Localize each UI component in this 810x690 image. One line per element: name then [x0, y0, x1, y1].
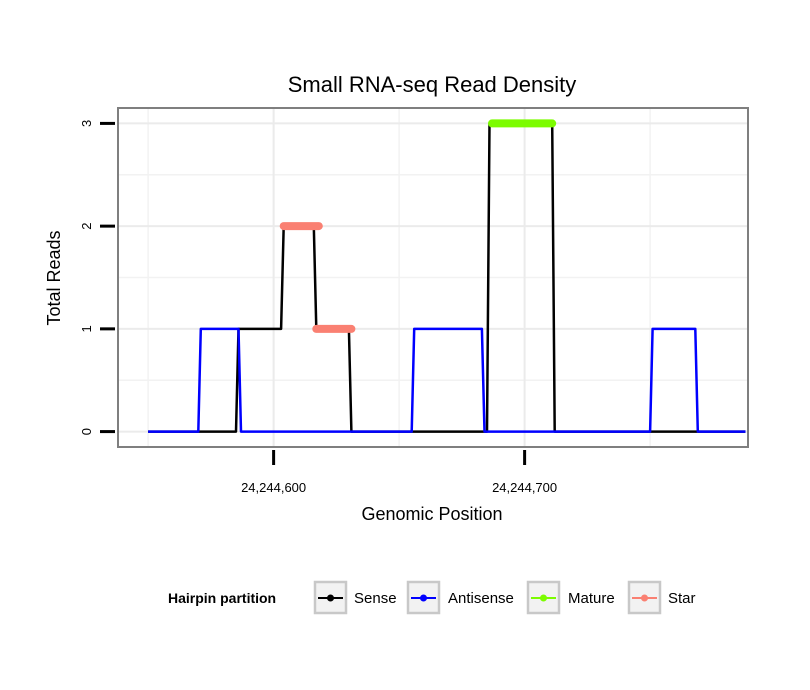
chart-title: Small RNA-seq Read Density: [288, 72, 577, 97]
legend: Hairpin partition Sense Antisense Mature…: [168, 580, 696, 615]
legend-label-star: Star: [668, 590, 696, 607]
series-lines: [148, 119, 746, 433]
legend-key-mature-dot: [540, 594, 547, 602]
x-tick-label-1: 24,244,700: [492, 480, 557, 495]
y-tick-label-1: 1: [79, 325, 94, 332]
legend-label-sense: Sense: [354, 590, 397, 607]
legend-key-sense-dot: [327, 594, 334, 602]
x-axis-title: Genomic Position: [361, 504, 502, 524]
legend-label-antisense: Antisense: [448, 590, 514, 607]
x-axis: 24,244,600 24,244,700: [241, 450, 557, 495]
legend-label-mature: Mature: [568, 590, 615, 607]
y-tick-label-2: 2: [79, 223, 94, 230]
plot-panel-border: [117, 107, 749, 448]
legend-key-star-dot: [641, 594, 648, 602]
series-line-antisense: [148, 327, 746, 433]
y-axis: 0 1 2 3: [79, 120, 115, 435]
x-tick-label-0: 24,244,600: [241, 480, 306, 495]
y-tick-label-3: 3: [79, 120, 94, 127]
legend-key-antisense-dot: [420, 594, 427, 602]
y-axis-title: Total Reads: [44, 230, 64, 325]
y-tick-label-0: 0: [79, 428, 94, 435]
grid-lines: [118, 108, 748, 447]
legend-title: Hairpin partition: [168, 590, 276, 606]
